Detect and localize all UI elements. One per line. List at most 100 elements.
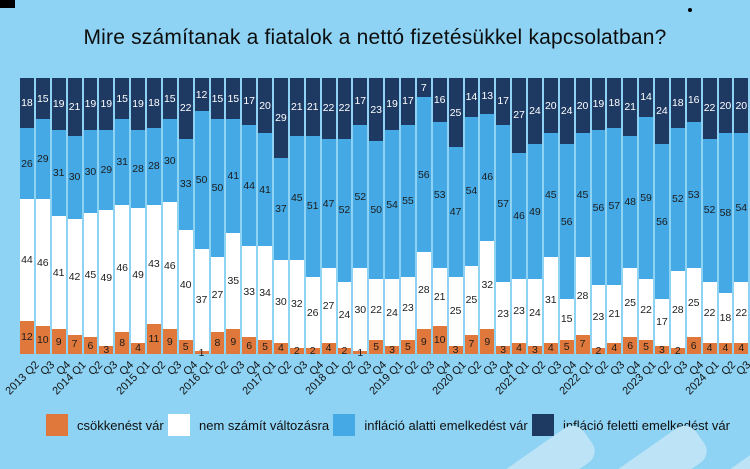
bar-segment-no-change: 24 bbox=[385, 279, 399, 346]
bar-segment-below-inflation: 29 bbox=[35, 119, 50, 200]
bar-segment-decrease: 2 bbox=[305, 346, 320, 356]
segment-value-label: 8 bbox=[119, 336, 126, 349]
bar-segment-above-inflation: 24 bbox=[655, 78, 669, 145]
bar-segment-below-inflation: 28 bbox=[147, 127, 161, 205]
bar-segment-above-inflation: 19 bbox=[131, 78, 145, 131]
segment-value-label: 2 bbox=[341, 344, 348, 357]
bar-segment-below-inflation: 30 bbox=[83, 130, 98, 214]
segment-value-label: 17 bbox=[243, 95, 256, 108]
bar-segment-no-change: 28 bbox=[416, 251, 431, 330]
stacked-bar: 19 56 23 2 bbox=[591, 78, 606, 356]
stacked-bar: 29 37 30 4 bbox=[274, 78, 288, 354]
segment-value-label: 17 bbox=[656, 315, 668, 328]
segment-value-label: 23 bbox=[592, 310, 605, 323]
stacked-bar: 16 53 25 6 bbox=[686, 78, 701, 354]
bar-segment-no-change: 17 bbox=[655, 298, 669, 346]
bar-segment-no-change: 32 bbox=[289, 260, 304, 349]
bar-segment-above-inflation: 23 bbox=[369, 78, 384, 142]
bar-segment-decrease: 9 bbox=[51, 329, 66, 354]
bar-segment-above-inflation: 15 bbox=[162, 78, 177, 120]
segment-value-label: 30 bbox=[68, 171, 81, 184]
segment-value-label: 41 bbox=[227, 169, 240, 182]
bar-segment-above-inflation: 17 bbox=[496, 78, 511, 125]
segment-value-label: 24 bbox=[529, 306, 541, 319]
segment-value-label: 19 bbox=[132, 97, 144, 110]
segment-value-label: 31 bbox=[544, 293, 557, 306]
bar-segment-no-change: 46 bbox=[162, 202, 177, 330]
bar-segment-no-change: 23 bbox=[401, 276, 415, 341]
segment-value-label: 25 bbox=[687, 296, 700, 309]
bar-segment-below-inflation: 54 bbox=[734, 133, 749, 283]
plot-area: 18 26 44 12 15 29 46 10 19 31 41 9 21 30 42 7 19 30 45 6 19 2… bbox=[20, 78, 749, 357]
bar-segment-below-inflation: 45 bbox=[543, 133, 558, 258]
segment-value-label: 23 bbox=[370, 103, 383, 116]
bar-segment-decrease: 6 bbox=[686, 337, 701, 354]
stacked-bar: 19 54 24 3 bbox=[385, 78, 399, 355]
segment-value-label: 15 bbox=[227, 92, 240, 105]
bar-segment-below-inflation: 28 bbox=[131, 130, 145, 208]
bar-segment-no-change: 25 bbox=[686, 268, 701, 338]
segment-value-label: 24 bbox=[386, 306, 398, 319]
bar-segment-no-change: 25 bbox=[448, 276, 463, 346]
stacked-bar: 22 52 22 4 bbox=[702, 78, 717, 354]
bar-segment-above-inflation: 18 bbox=[147, 78, 161, 128]
segment-value-label: 43 bbox=[148, 258, 160, 271]
segment-value-label: 22 bbox=[179, 102, 192, 115]
segment-value-label: 6 bbox=[627, 339, 634, 352]
segment-value-label: 7 bbox=[468, 338, 475, 351]
segment-value-label: 32 bbox=[481, 278, 494, 291]
bar-segment-above-inflation: 22 bbox=[337, 78, 352, 139]
bar-segment-decrease: 3 bbox=[528, 345, 542, 355]
bar-segment-above-inflation: 17 bbox=[353, 78, 368, 125]
decrease-swatch bbox=[46, 414, 68, 436]
segment-value-label: 7 bbox=[420, 81, 427, 94]
segment-value-label: 3 bbox=[659, 343, 665, 356]
bar-segment-no-change: 44 bbox=[20, 199, 34, 321]
bar-segment-no-change: 24 bbox=[528, 279, 542, 346]
segment-value-label: 1 bbox=[357, 346, 364, 359]
segment-value-label: 26 bbox=[306, 306, 319, 319]
segment-value-label: 6 bbox=[690, 339, 697, 352]
segment-value-label: 29 bbox=[100, 164, 113, 177]
bar-segment-no-change: 28 bbox=[670, 271, 685, 349]
bar-segment-no-change: 23 bbox=[496, 282, 511, 346]
segment-value-label: 24 bbox=[656, 104, 668, 117]
above-inflation-swatch bbox=[532, 414, 555, 436]
bar-segment-above-inflation: 22 bbox=[178, 78, 193, 139]
segment-value-label: 17 bbox=[497, 95, 510, 108]
segment-value-label: 28 bbox=[671, 303, 684, 316]
segment-value-label: 5 bbox=[262, 340, 268, 353]
bar-segment-no-change: 23 bbox=[512, 279, 526, 343]
bar-segment-decrease: 6 bbox=[623, 337, 638, 354]
segment-value-label: 19 bbox=[84, 97, 97, 110]
bar-segment-below-inflation: 55 bbox=[401, 124, 415, 277]
bar-segment-above-inflation: 21 bbox=[67, 78, 82, 136]
bar-segment-no-change: 25 bbox=[623, 268, 638, 338]
segment-value-label: 4 bbox=[722, 342, 729, 355]
segment-value-label: 24 bbox=[529, 104, 541, 117]
bar-segment-decrease: 4 bbox=[321, 342, 336, 354]
bar-segment-above-inflation: 19 bbox=[83, 78, 98, 131]
stacked-bar: 27 46 23 4 bbox=[512, 78, 526, 354]
bar-segment-below-inflation: 50 bbox=[210, 119, 225, 258]
segment-value-label: 50 bbox=[195, 173, 208, 186]
bar-segment-below-inflation: 56 bbox=[591, 130, 606, 285]
bar-segment-above-inflation: 7 bbox=[416, 78, 431, 98]
bar-segment-above-inflation: 21 bbox=[289, 78, 304, 136]
bar-segment-above-inflation: 15 bbox=[226, 78, 241, 120]
stacked-bar: 22 52 24 2 bbox=[337, 78, 352, 357]
bar-segment-no-change: 45 bbox=[83, 213, 98, 338]
bar-segment-below-inflation: 30 bbox=[67, 135, 82, 219]
bar-segment-below-inflation: 47 bbox=[448, 147, 463, 277]
segment-value-label: 3 bbox=[452, 343, 459, 356]
segment-value-label: 27 bbox=[211, 288, 224, 301]
bar-segment-above-inflation: 13 bbox=[480, 78, 495, 114]
bar-segment-decrease: 7 bbox=[67, 334, 82, 354]
bar-segment-decrease: 8 bbox=[115, 331, 130, 354]
segment-value-label: 22 bbox=[370, 303, 383, 316]
bar-segment-above-inflation: 18 bbox=[607, 78, 622, 128]
bar-segment-no-change: 25 bbox=[464, 265, 479, 335]
bar-segment-decrease: 3 bbox=[385, 345, 399, 355]
segment-value-label: 44 bbox=[243, 179, 256, 192]
